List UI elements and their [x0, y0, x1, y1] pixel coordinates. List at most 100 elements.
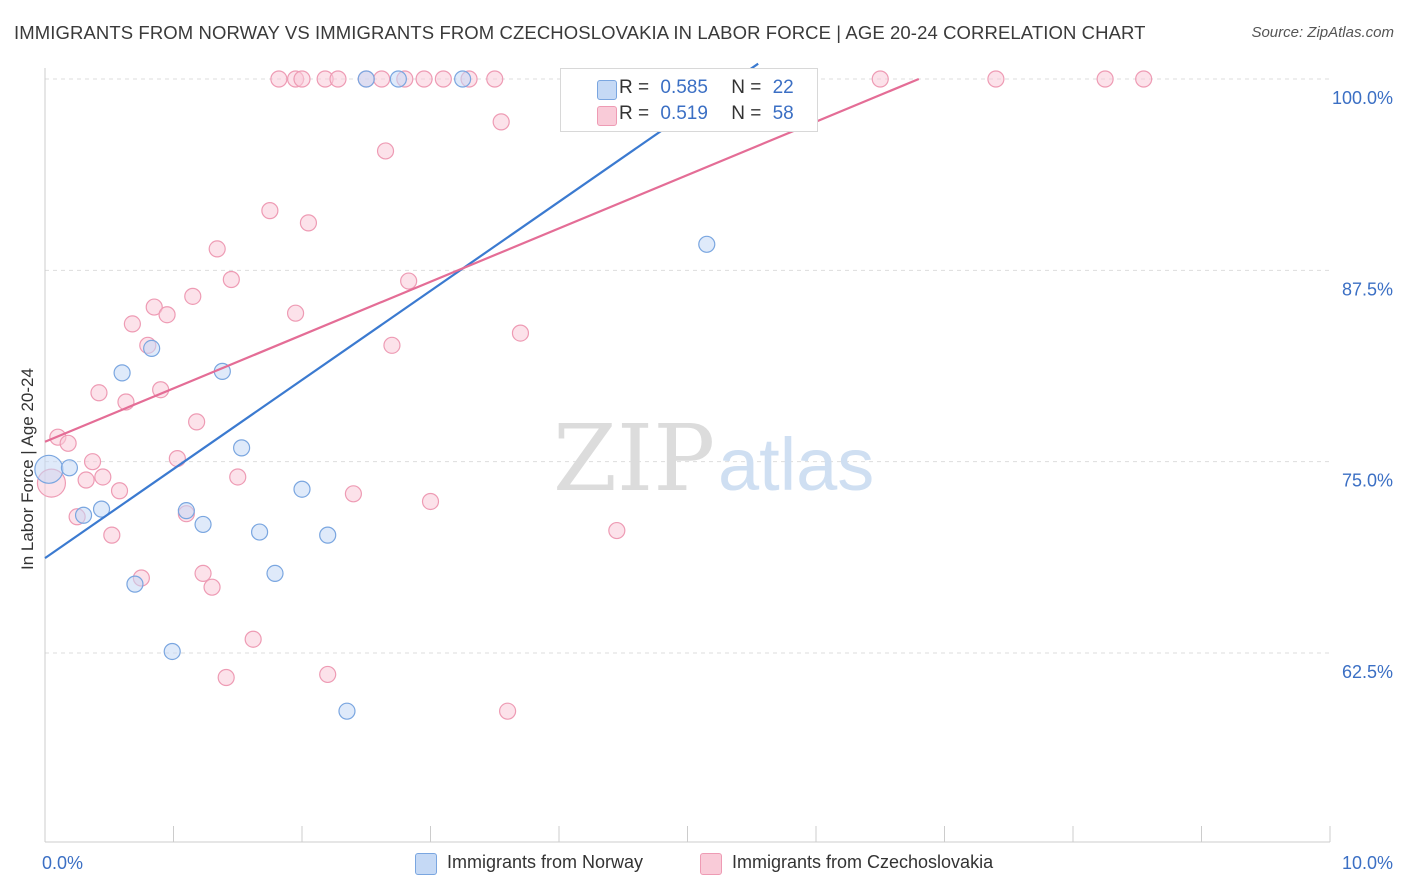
- tick-labels: 62.5% 75.0% 87.5% 100.0% 0.0% 10.0%: [42, 88, 1393, 873]
- legend-czech-r-label: R =: [619, 103, 650, 124]
- czech-point-27: [244, 630, 262, 648]
- czech-point-54: [871, 70, 889, 88]
- trend-lines: [44, 62, 920, 560]
- legend-czech-n-label: N =: [731, 103, 762, 124]
- y-tick-label-2: 87.5%: [1342, 279, 1393, 299]
- norway-point-9: [194, 515, 212, 534]
- czech-point-17: [168, 450, 186, 468]
- czech-point-39: [373, 70, 391, 88]
- norway-point-12: [250, 523, 269, 541]
- watermark-atlas: atlas: [718, 423, 874, 506]
- x-tick-label-0: 0.0%: [42, 853, 83, 873]
- legend: R = 0.585 N = 22 R = 0.519 N = 58: [560, 68, 818, 132]
- norway-point-16: [338, 702, 356, 720]
- czech-point-9: [110, 482, 129, 500]
- czech-point-32: [293, 70, 311, 88]
- norway-point-6: [143, 339, 161, 357]
- y-tick-label-0: 62.5%: [1342, 662, 1393, 682]
- czech-point-44: [415, 70, 433, 88]
- legend-norway-n-label: N =: [731, 77, 762, 98]
- legend-row-czech: R = 0.519 N = 58: [597, 103, 794, 126]
- bottom-legend-czech: Immigrants from Czechoslovakia: [700, 852, 994, 875]
- czech-point-20: [188, 413, 206, 431]
- norway-point-0: [34, 454, 64, 484]
- czech-point-55: [987, 70, 1005, 88]
- czech-point-33: [299, 214, 318, 232]
- watermark-zip: ZIP: [553, 405, 715, 512]
- bottom-legend-swatch-czech: [700, 853, 722, 875]
- czech-point-21: [194, 564, 212, 583]
- legend-norway-r-label: R =: [619, 77, 650, 98]
- y-tick-label-3: 100.0%: [1332, 88, 1393, 108]
- czech-point-22: [203, 578, 221, 596]
- y-tick-label-1: 75.0%: [1342, 471, 1393, 491]
- czech-point-11: [123, 315, 141, 333]
- norway-point-18: [389, 70, 407, 88]
- czech-point-19: [184, 287, 202, 305]
- legend-norway-r-value: 0.585: [660, 77, 708, 98]
- norway-point-13: [266, 564, 284, 583]
- czech-point-53: [608, 521, 626, 540]
- czech-point-45: [421, 492, 440, 511]
- y-axis-label: In Labor Force | Age 20-24: [18, 368, 37, 570]
- grid-lines: [45, 78, 1330, 654]
- czech-point-35: [319, 665, 337, 684]
- czech-point-48: [486, 70, 504, 88]
- czech-point-14: [145, 298, 163, 316]
- czech-point-56: [1096, 70, 1114, 88]
- legend-czech-r-value: 0.519: [660, 103, 708, 124]
- czech-point-50: [499, 702, 517, 720]
- norway-point-21: [698, 235, 716, 253]
- czech-point-46: [434, 70, 452, 88]
- czech-point-5: [83, 453, 102, 471]
- czech-point-51: [511, 324, 530, 342]
- czech-point-36: [329, 70, 347, 88]
- czech-point-37: [344, 485, 362, 503]
- norway-point-17: [357, 70, 375, 88]
- czech-point-7: [94, 468, 112, 486]
- norway-point-2: [74, 506, 93, 524]
- chart-title: IMMIGRANTS FROM NORWAY VS IMMIGRANTS FRO…: [14, 22, 1146, 43]
- source-credit: Source: ZipAtlas.com: [1251, 24, 1394, 41]
- czech-point-43: [400, 272, 418, 290]
- czech-point-40: [376, 142, 395, 160]
- data-points: [34, 70, 1153, 720]
- czech-point-49: [492, 113, 510, 131]
- norway-trend-line: [44, 62, 759, 560]
- norway-point-5: [126, 575, 144, 593]
- czech-point-4: [77, 471, 95, 489]
- czech-point-23: [208, 240, 226, 258]
- czech-point-31: [286, 304, 305, 322]
- norway-point-15: [319, 526, 337, 544]
- norway-point-19: [454, 70, 472, 88]
- czech-point-41: [383, 336, 401, 354]
- norway-point-1: [60, 459, 79, 477]
- czech-point-6: [90, 384, 108, 402]
- axes: [44, 68, 1331, 843]
- czech-point-8: [103, 526, 121, 544]
- czech-point-28: [261, 202, 279, 220]
- bottom-legend-swatch-norway: [415, 853, 437, 875]
- czech-point-24: [217, 668, 235, 687]
- czech-point-29: [270, 70, 288, 88]
- czech-point-16: [158, 306, 176, 324]
- czech-point-2: [59, 434, 77, 452]
- x-tick-label-1: 10.0%: [1342, 853, 1393, 873]
- czech-point-26: [229, 468, 247, 486]
- czech-point-57: [1135, 70, 1153, 88]
- norway-point-3: [92, 500, 111, 518]
- legend-norway-n-value: 22: [772, 77, 794, 98]
- norway-point-11: [233, 439, 251, 457]
- legend-swatch-norway: [597, 80, 617, 100]
- legend-czech-n-value: 58: [772, 103, 794, 124]
- legend-row-norway: R = 0.585 N = 22: [597, 77, 794, 100]
- norway-point-8: [177, 502, 195, 520]
- watermark: ZIP atlas: [553, 405, 874, 512]
- norway-point-4: [113, 364, 131, 382]
- legend-swatch-czech: [597, 106, 617, 126]
- czech-trend-line: [44, 77, 920, 443]
- czech-point-25: [222, 270, 240, 289]
- bottom-legend-czech-label: Immigrants from Czechoslovakia: [732, 852, 994, 872]
- bottom-legend-norway-label: Immigrants from Norway: [447, 852, 644, 872]
